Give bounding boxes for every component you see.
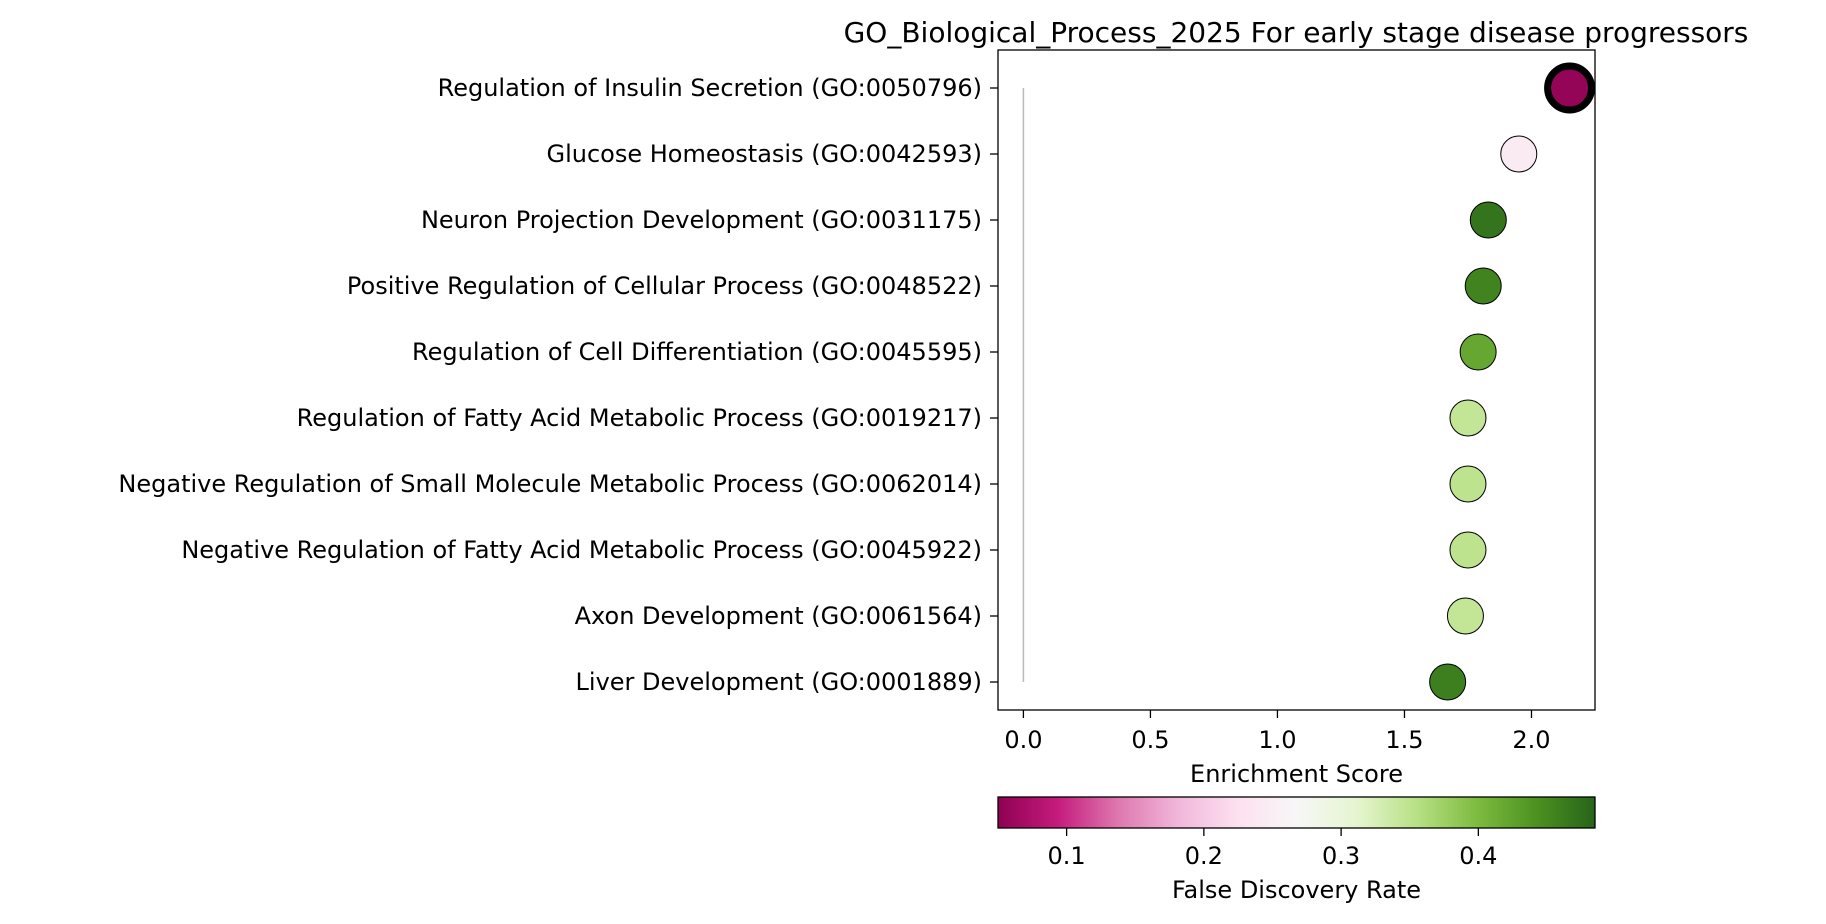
data-point xyxy=(1446,597,1484,635)
x-tick-label: 2.0 xyxy=(1512,726,1550,754)
chart-title: GO_Biological_Process_2025 For early sta… xyxy=(844,16,1749,49)
y-tick-label: Regulation of Fatty Acid Metabolic Proce… xyxy=(297,404,982,432)
y-tick-label: Regulation of Cell Differentiation (GO:0… xyxy=(412,338,982,366)
data-point-highlighted xyxy=(1544,62,1596,114)
y-tick-label: Negative Regulation of Fatty Acid Metabo… xyxy=(181,536,982,564)
y-tick-label: Liver Development (GO:0001889) xyxy=(576,668,982,696)
colorbar-tick-label: 0.2 xyxy=(1185,842,1223,870)
x-tick-label: 0.0 xyxy=(1004,726,1042,754)
plot-frame xyxy=(997,49,1596,711)
data-point xyxy=(1500,135,1538,173)
y-tick-label: Negative Regulation of Small Molecule Me… xyxy=(118,470,982,498)
data-point xyxy=(1459,333,1497,371)
y-tick-label: Axon Development (GO:0061564) xyxy=(575,602,982,630)
data-point xyxy=(1464,267,1502,305)
x-tick-label: 1.5 xyxy=(1385,726,1423,754)
y-tick-label: Neuron Projection Development (GO:003117… xyxy=(421,206,982,234)
colorbar-label: False Discovery Rate xyxy=(1172,876,1421,904)
x-axis-label: Enrichment Score xyxy=(1190,760,1403,788)
data-point xyxy=(1469,201,1507,239)
colorbar-tick-label: 0.4 xyxy=(1459,842,1497,870)
data-point xyxy=(1449,531,1487,569)
x-tick-label: 0.5 xyxy=(1131,726,1169,754)
y-tick-label: Glucose Homeostasis (GO:0042593) xyxy=(546,140,982,168)
x-tick-label: 1.0 xyxy=(1258,726,1296,754)
y-tick-label: Positive Regulation of Cellular Process … xyxy=(347,272,982,300)
data-point xyxy=(1429,663,1467,701)
colorbar-tick-label: 0.3 xyxy=(1322,842,1360,870)
data-point xyxy=(1449,399,1487,437)
data-point xyxy=(1449,465,1487,503)
y-tick-label: Regulation of Insulin Secretion (GO:0050… xyxy=(438,74,982,102)
colorbar-tick-label: 0.1 xyxy=(1048,842,1086,870)
colorbar xyxy=(997,796,1596,829)
